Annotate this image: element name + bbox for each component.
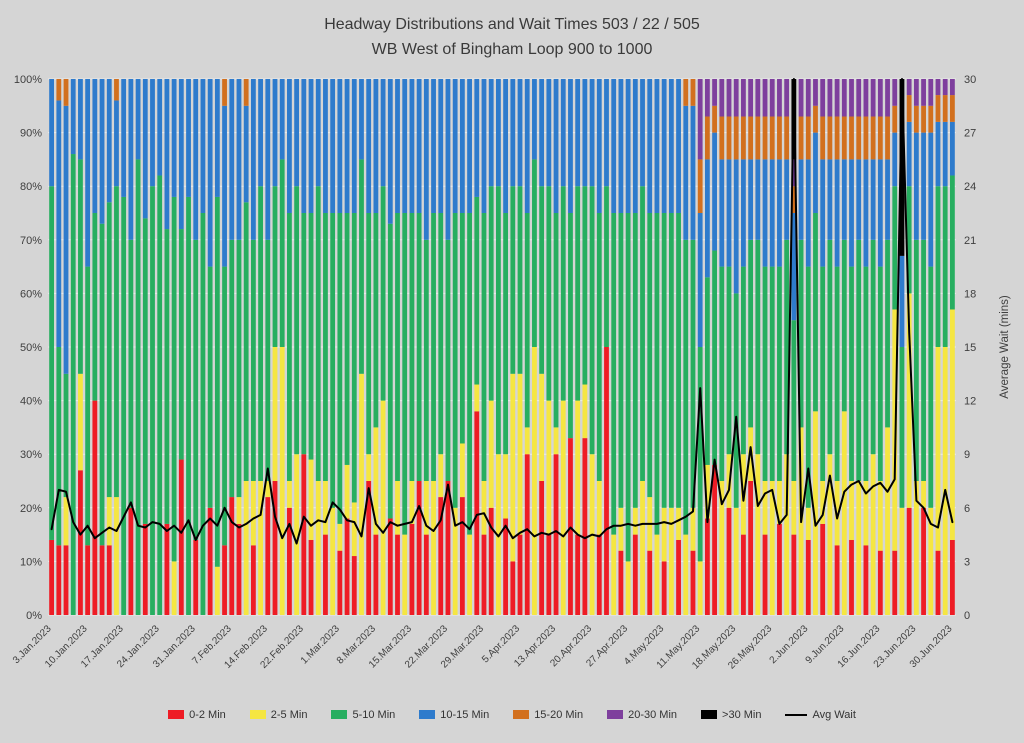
legend-swatch: [513, 710, 530, 720]
svg-text:100%: 100%: [14, 74, 42, 86]
legend-swatch: [249, 710, 266, 720]
grid-group: [48, 78, 956, 616]
chart-svg: 0% 10% 20% 30% 40% 50% 60% 70% 80% 90% 100% 0 3 6 9 12 1…: [11, 74, 1011, 671]
chart-title-line2: WB West of Bingham Loop 900 to 1000: [371, 40, 653, 58]
svg-text:18: 18: [964, 288, 976, 300]
bars-group: [49, 78, 955, 615]
legend-label: 15-20 Min: [534, 708, 584, 721]
legend-line-swatch: [785, 713, 808, 716]
svg-text:70%: 70%: [20, 234, 42, 246]
svg-text:0: 0: [964, 610, 970, 622]
legend-item: 2-5 Min: [249, 708, 308, 721]
legend-label: 5-10 Min: [352, 708, 396, 721]
chart-title-block: Headway Distributions and Wait Times 503…: [0, 0, 1024, 63]
legend-swatch: [168, 710, 185, 720]
legend-label: 10-15 Min: [440, 708, 490, 721]
legend-swatch: [419, 710, 436, 720]
chart-title-line1: Headway Distributions and Wait Times 503…: [324, 16, 700, 33]
svg-text:0%: 0%: [26, 610, 42, 622]
legend-swatch: [607, 710, 624, 720]
legend-item: 20-30 Min: [607, 709, 677, 721]
legend-item-avg-wait: Avg Wait: [785, 708, 856, 721]
chart-legend: 0-2 Min 2-5 Min 5-10 Min 10-15 Min 15-20 Min…: [0, 709, 1024, 721]
legend-label: 20-30 Min: [628, 708, 678, 721]
legend-label: 2-5 Min: [270, 708, 308, 721]
x-axis-labels: 3.Jan.202310.Jan.202317.Jan.202324.Jan.2…: [11, 623, 955, 671]
svg-text:24: 24: [964, 181, 976, 193]
svg-text:80%: 80%: [20, 181, 42, 193]
legend-label: >30 Min: [722, 708, 762, 721]
svg-text:30%: 30%: [20, 449, 42, 461]
svg-text:21: 21: [964, 234, 976, 246]
right-axis-title: Average Wait (mins): [999, 295, 1011, 399]
svg-text:90%: 90%: [20, 127, 42, 139]
svg-text:10%: 10%: [20, 556, 42, 568]
avg-wait-line: [50, 77, 954, 545]
right-axis-labels: 0 3 6 9 12 15 18 21 24 27 30: [964, 74, 976, 622]
legend-swatch: [701, 710, 718, 720]
legend-label: 0-2 Min: [189, 708, 226, 721]
left-axis-labels: 0% 10% 20% 30% 40% 50% 60% 70% 80% 90% 100%: [14, 74, 42, 622]
svg-text:9: 9: [964, 449, 970, 461]
svg-text:40%: 40%: [20, 395, 42, 407]
svg-text:15: 15: [964, 342, 976, 354]
svg-text:3: 3: [964, 556, 970, 568]
legend-item: 5-10 Min: [331, 709, 395, 721]
svg-text:50%: 50%: [20, 342, 42, 354]
svg-text:60%: 60%: [20, 288, 42, 300]
legend-item: 10-15 Min: [419, 709, 489, 721]
legend-label: Avg Wait: [812, 708, 856, 721]
svg-text:27: 27: [964, 127, 976, 139]
svg-text:6: 6: [964, 502, 970, 514]
legend-swatch: [331, 710, 348, 720]
legend-item: >30 Min: [701, 709, 761, 721]
legend-item: 15-20 Min: [513, 709, 583, 721]
svg-text:20%: 20%: [20, 502, 42, 514]
svg-text:30: 30: [964, 74, 976, 86]
legend-item: 0-2 Min: [168, 709, 226, 721]
svg-text:12: 12: [964, 395, 976, 407]
